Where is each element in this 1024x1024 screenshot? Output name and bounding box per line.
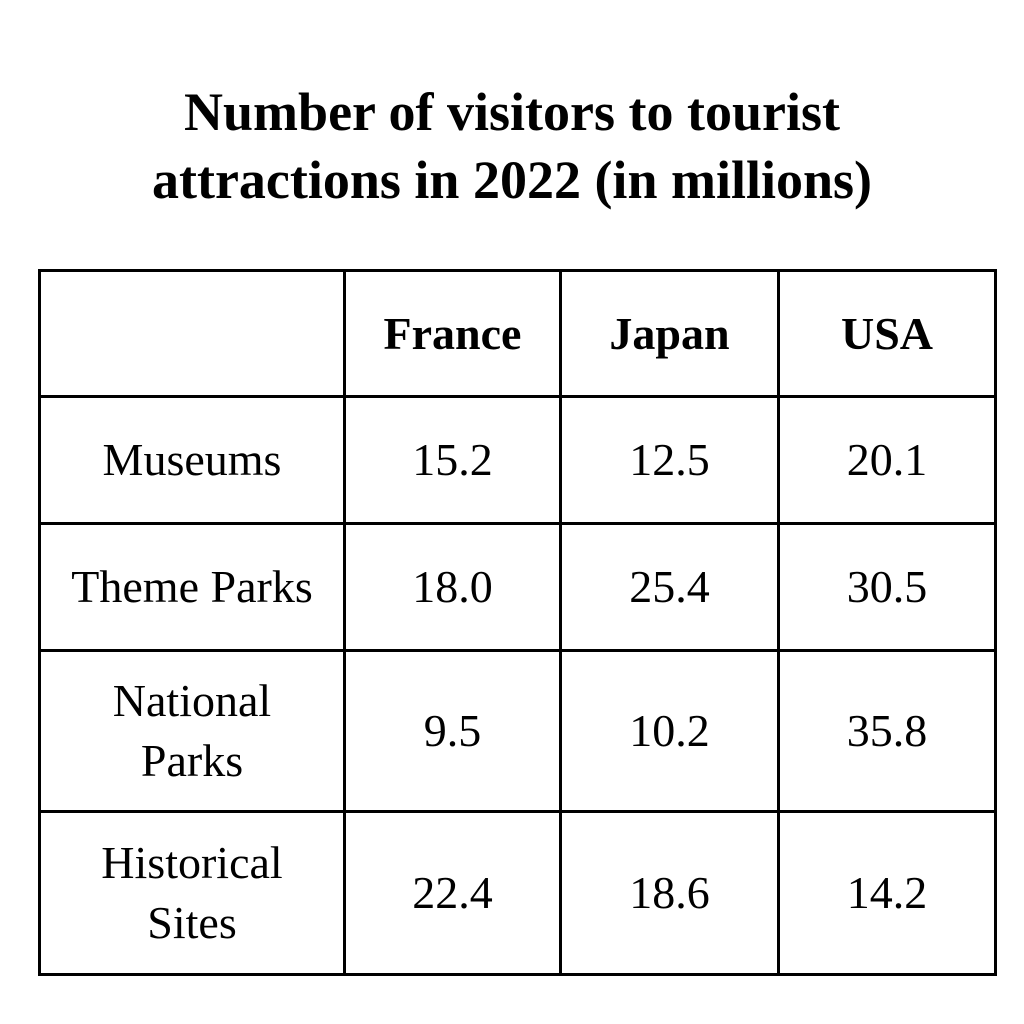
table-cell: 25.4 xyxy=(559,522,780,652)
row-label-line: Parks xyxy=(140,735,244,786)
table-cell: 18.0 xyxy=(343,522,562,652)
row-label-line: Theme Parks xyxy=(71,561,313,612)
table-cell: 30.5 xyxy=(777,522,997,652)
table-cell: 18.6 xyxy=(559,810,780,976)
row-label: Historical Sites xyxy=(38,810,346,976)
row-label-line: Sites xyxy=(147,897,237,948)
chart-title: Number of visitors to tourist attraction… xyxy=(0,78,1024,214)
table-cell: 14.2 xyxy=(777,810,997,976)
column-header: France xyxy=(343,269,562,398)
table-cell: 22.4 xyxy=(343,810,562,976)
chart-title-line: Number of visitors to tourist xyxy=(184,82,840,142)
table-row: Historical Sites 22.4 18.6 14.2 xyxy=(38,810,997,976)
column-header: USA xyxy=(777,269,997,398)
table-cell: 10.2 xyxy=(559,649,780,813)
table-cell: 9.5 xyxy=(343,649,562,813)
row-label-line: Museums xyxy=(102,434,282,485)
row-label-line: National xyxy=(112,675,272,726)
table-corner-cell xyxy=(38,269,346,398)
table-cell: 35.8 xyxy=(777,649,997,813)
data-table: France Japan USA Museums 15.2 12.5 20.1 … xyxy=(38,269,997,976)
row-label: National Parks xyxy=(38,649,346,813)
table-cell: 12.5 xyxy=(559,395,780,525)
row-label: Theme Parks xyxy=(38,522,346,652)
table-row: National Parks 9.5 10.2 35.8 xyxy=(38,649,997,813)
row-label: Museums xyxy=(38,395,346,525)
chart-title-line: attractions in 2022 (in millions) xyxy=(151,150,872,210)
table-row: Museums 15.2 12.5 20.1 xyxy=(38,395,997,525)
column-header: Japan xyxy=(559,269,780,398)
table-row: Theme Parks 18.0 25.4 30.5 xyxy=(38,522,997,652)
table-cell: 20.1 xyxy=(777,395,997,525)
table-cell: 15.2 xyxy=(343,395,562,525)
row-label-line: Historical xyxy=(101,837,283,888)
table-header-row: France Japan USA xyxy=(38,269,997,398)
